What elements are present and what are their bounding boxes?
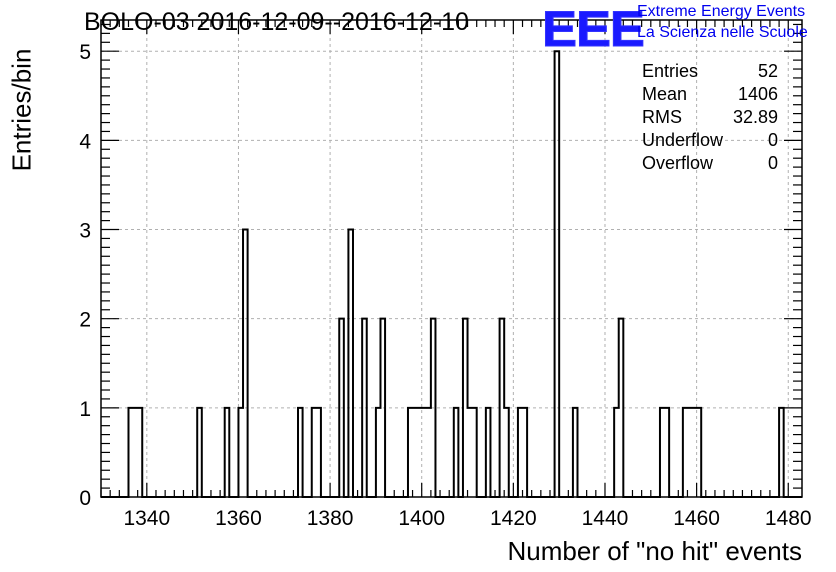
y-tick-label: 4 bbox=[79, 130, 91, 153]
logo-line-2: La Scienza nelle Scuole bbox=[637, 24, 808, 41]
stat-row-underflow: Underflow 0 bbox=[642, 129, 778, 152]
stat-value: 0 bbox=[767, 130, 778, 150]
chart-title: BOLO-03 2016-12-09--2016-12-10 bbox=[84, 8, 469, 36]
x-tick-label: 1380 bbox=[307, 507, 354, 530]
stat-label: Mean bbox=[642, 84, 688, 104]
stats-box: Entries 52 Mean 1406 RMS 32.89 Underflow… bbox=[642, 60, 778, 175]
y-axis-label: Entries/bin bbox=[6, 48, 37, 172]
stat-value: 52 bbox=[757, 61, 778, 81]
plot-frame bbox=[100, 19, 803, 498]
histogram-bin bbox=[468, 408, 473, 497]
stat-row-mean: Mean 1406 bbox=[642, 83, 778, 106]
x-tick-label: 1400 bbox=[398, 507, 445, 530]
y-tick-label: 0 bbox=[79, 487, 91, 510]
stat-row-overflow: Overflow 0 bbox=[642, 152, 778, 175]
stat-value: 0 bbox=[767, 153, 778, 173]
y-tick-label: 3 bbox=[79, 220, 91, 243]
eee-logo: EEE bbox=[541, 1, 645, 58]
y-tick-label: 2 bbox=[79, 309, 91, 332]
stat-value: 1406 bbox=[737, 84, 778, 104]
stat-label: RMS bbox=[642, 107, 682, 127]
x-tick-label: 1340 bbox=[123, 507, 170, 530]
x-tick-label: 1420 bbox=[490, 507, 537, 530]
y-tick-label: 5 bbox=[79, 41, 91, 64]
axis-ticks bbox=[100, 20, 802, 498]
x-tick-label: 1480 bbox=[765, 507, 812, 530]
x-tick-label: 1460 bbox=[673, 507, 720, 530]
stat-label: Entries bbox=[642, 61, 699, 81]
stat-label: Overflow bbox=[642, 153, 714, 173]
x-tick-label: 1440 bbox=[582, 507, 629, 530]
stat-value: 32.89 bbox=[732, 107, 778, 127]
histogram-bin bbox=[413, 408, 418, 497]
histogram-bin bbox=[692, 408, 697, 497]
histogram-bin bbox=[426, 408, 431, 497]
tick-labels: 1340 1360 1380 1400 1420 1440 1460 1480 0 1 2 3 4 5 bbox=[79, 41, 811, 530]
stat-row-entries: Entries 52 bbox=[642, 60, 778, 83]
logo-line-1: Extreme Energy Events bbox=[637, 3, 806, 20]
histogram-bin bbox=[417, 408, 422, 497]
x-axis-label: Number of "no hit" events bbox=[507, 536, 803, 566]
stat-label: Underflow bbox=[642, 130, 724, 150]
x-tick-label: 1360 bbox=[215, 507, 262, 530]
y-tick-label: 1 bbox=[79, 398, 91, 421]
stat-row-rms: RMS 32.89 bbox=[642, 106, 778, 129]
histogram-bin bbox=[133, 408, 138, 497]
histogram-bin bbox=[422, 408, 427, 497]
histogram-bin bbox=[687, 408, 692, 497]
